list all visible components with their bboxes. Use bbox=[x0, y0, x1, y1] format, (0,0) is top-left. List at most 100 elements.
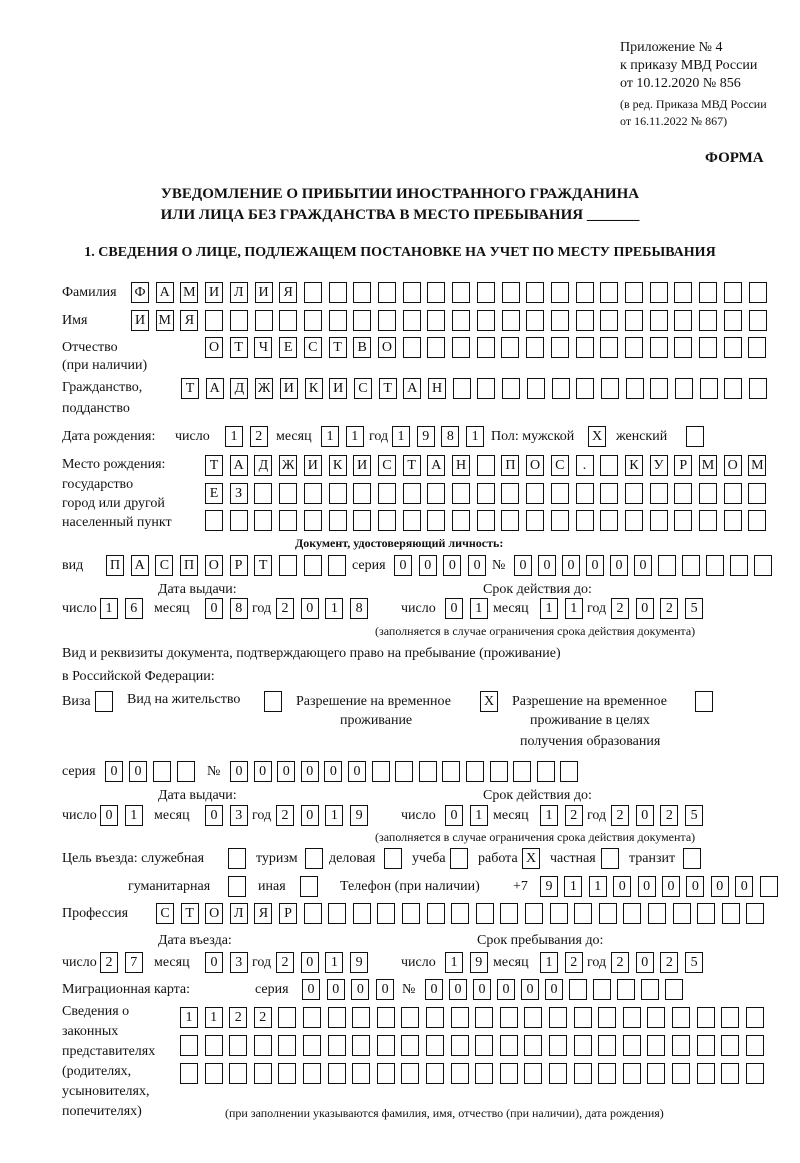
char-box[interactable]: А bbox=[403, 378, 422, 399]
char-box[interactable]: В bbox=[353, 337, 372, 358]
char-box[interactable]: Ж bbox=[279, 455, 298, 476]
char-box[interactable]: 1 bbox=[204, 1007, 223, 1028]
char-box[interactable]: А bbox=[205, 378, 224, 399]
char-box[interactable] bbox=[598, 1035, 617, 1056]
char-box[interactable]: 1 bbox=[564, 598, 583, 619]
char-box[interactable]: 2 bbox=[249, 426, 268, 447]
char-box[interactable]: К bbox=[304, 378, 323, 399]
char-box[interactable] bbox=[649, 483, 668, 504]
char-box[interactable]: 0 bbox=[300, 952, 319, 973]
char-box[interactable]: 2 bbox=[660, 805, 679, 826]
char-box[interactable] bbox=[427, 282, 446, 303]
char-box[interactable] bbox=[427, 310, 446, 331]
char-box[interactable] bbox=[748, 282, 767, 303]
char-box[interactable]: 8 bbox=[229, 598, 248, 619]
char-box[interactable]: 1 bbox=[325, 598, 344, 619]
char-box[interactable] bbox=[452, 378, 471, 399]
char-box[interactable] bbox=[377, 903, 396, 924]
char-box[interactable]: Л bbox=[229, 282, 248, 303]
char-box[interactable] bbox=[696, 1007, 715, 1028]
char-box[interactable] bbox=[352, 1035, 371, 1056]
char-box[interactable] bbox=[278, 1063, 297, 1084]
char-box[interactable] bbox=[622, 1035, 641, 1056]
char-box[interactable]: 0 bbox=[205, 598, 223, 619]
char-box[interactable]: 8 bbox=[441, 426, 460, 447]
char-box[interactable]: 2 bbox=[564, 805, 583, 826]
char-box[interactable]: 0 bbox=[277, 761, 296, 782]
char-box[interactable]: М bbox=[699, 455, 717, 476]
char-box[interactable] bbox=[353, 282, 372, 303]
char-box[interactable] bbox=[499, 1063, 518, 1084]
char-box[interactable]: 9 bbox=[350, 805, 369, 826]
char-box[interactable] bbox=[746, 903, 765, 924]
char-box[interactable]: 0 bbox=[326, 979, 345, 1000]
char-box[interactable] bbox=[721, 1007, 740, 1028]
char-box[interactable]: Ж bbox=[255, 378, 274, 399]
char-box[interactable] bbox=[526, 337, 545, 358]
char-box[interactable] bbox=[427, 483, 446, 504]
char-box[interactable]: К bbox=[624, 455, 643, 476]
char-box[interactable] bbox=[665, 979, 683, 1000]
char-box[interactable] bbox=[500, 903, 519, 924]
char-box[interactable] bbox=[303, 483, 322, 504]
char-box[interactable]: 5 bbox=[685, 805, 704, 826]
char-box[interactable]: 0 bbox=[105, 761, 123, 782]
char-box[interactable] bbox=[228, 848, 246, 869]
char-box[interactable] bbox=[476, 510, 495, 531]
char-box[interactable]: 0 bbox=[253, 761, 272, 782]
char-box[interactable] bbox=[598, 1007, 617, 1028]
char-box[interactable] bbox=[501, 310, 520, 331]
char-box[interactable] bbox=[748, 483, 767, 504]
char-box[interactable]: X bbox=[480, 691, 498, 712]
char-box[interactable] bbox=[573, 1063, 592, 1084]
char-box[interactable] bbox=[401, 1063, 420, 1084]
char-box[interactable] bbox=[180, 1063, 198, 1084]
char-box[interactable] bbox=[352, 1007, 371, 1028]
char-box[interactable] bbox=[180, 1035, 198, 1056]
char-box[interactable]: Т bbox=[378, 378, 397, 399]
char-box[interactable] bbox=[600, 310, 619, 331]
char-box[interactable] bbox=[371, 761, 390, 782]
char-box[interactable]: 1 bbox=[540, 952, 558, 973]
char-box[interactable] bbox=[576, 378, 595, 399]
char-box[interactable]: 1 bbox=[100, 598, 118, 619]
char-box[interactable] bbox=[353, 483, 372, 504]
char-box[interactable]: 0 bbox=[545, 979, 563, 1000]
char-box[interactable]: О bbox=[377, 337, 396, 358]
char-box[interactable]: 2 bbox=[276, 598, 294, 619]
char-box[interactable] bbox=[622, 1063, 641, 1084]
char-box[interactable] bbox=[550, 337, 569, 358]
char-box[interactable]: О bbox=[205, 903, 224, 924]
char-box[interactable] bbox=[748, 337, 767, 358]
char-box[interactable]: О bbox=[526, 455, 545, 476]
char-box[interactable]: 2 bbox=[276, 805, 294, 826]
char-box[interactable] bbox=[426, 1035, 444, 1056]
char-box[interactable] bbox=[229, 310, 248, 331]
char-box[interactable]: 0 bbox=[497, 979, 515, 1000]
char-box[interactable] bbox=[476, 455, 495, 476]
char-box[interactable]: 0 bbox=[514, 555, 532, 576]
char-box[interactable]: С bbox=[303, 337, 322, 358]
char-box[interactable] bbox=[476, 282, 495, 303]
char-box[interactable]: 0 bbox=[205, 952, 223, 973]
char-box[interactable] bbox=[205, 510, 223, 531]
char-box[interactable]: Ч bbox=[254, 337, 273, 358]
char-box[interactable] bbox=[451, 903, 470, 924]
char-box[interactable] bbox=[699, 310, 718, 331]
char-box[interactable] bbox=[402, 483, 421, 504]
char-box[interactable] bbox=[477, 378, 496, 399]
char-box[interactable]: 2 bbox=[660, 952, 679, 973]
char-box[interactable] bbox=[352, 1063, 371, 1084]
char-box[interactable] bbox=[452, 310, 471, 331]
char-box[interactable]: Д bbox=[254, 455, 273, 476]
char-box[interactable]: 1 bbox=[466, 426, 485, 447]
char-box[interactable] bbox=[723, 282, 742, 303]
char-box[interactable] bbox=[749, 378, 768, 399]
char-box[interactable]: Р bbox=[674, 455, 693, 476]
char-box[interactable] bbox=[699, 378, 718, 399]
char-box[interactable]: 0 bbox=[394, 555, 412, 576]
char-box[interactable] bbox=[450, 1007, 469, 1028]
char-box[interactable]: 2 bbox=[253, 1007, 272, 1028]
char-box[interactable]: Р bbox=[229, 555, 248, 576]
char-box[interactable] bbox=[303, 1035, 321, 1056]
